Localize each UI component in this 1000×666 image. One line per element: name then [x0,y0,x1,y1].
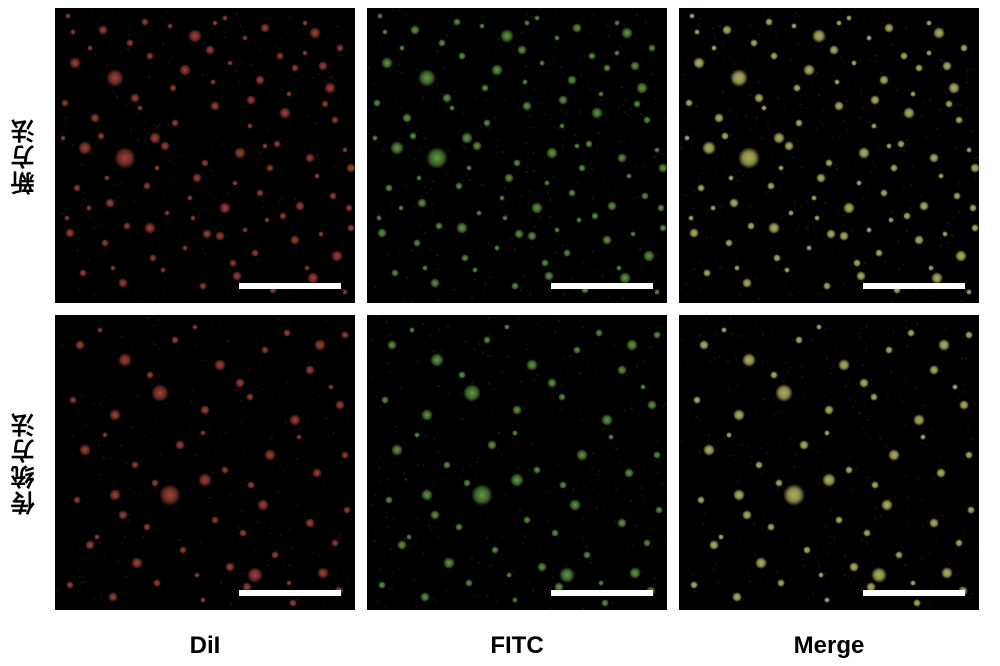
row-label-1: 新方法 [8,96,38,216]
panel-r2-merge [679,315,979,610]
panel-r2-fitc [367,315,667,610]
col-label-fitc: FITC [367,632,667,660]
svg-r2-fitc [367,315,667,610]
scalebar [551,283,653,289]
scalebar [551,590,653,596]
scalebar [239,590,341,596]
row-label-2: 传统方法 [8,403,38,523]
svg-r1-merge [679,8,979,303]
scalebar [863,590,965,596]
scalebar [239,283,341,289]
col-label-merge: Merge [679,632,979,660]
svg-r1-dil [55,8,355,303]
scalebar [863,283,965,289]
col-label-dil: DiI [55,632,355,660]
svg-r2-merge [679,315,979,610]
svg-r1-fitc [367,8,667,303]
panel-r1-merge [679,8,979,303]
svg-r2-dil [55,315,355,610]
panel-r2-dil [55,315,355,610]
panel-r1-dil [55,8,355,303]
panel-r1-fitc [367,8,667,303]
figure-root: 新方法 传统方法 DiI FITC Merge [0,0,1000,666]
